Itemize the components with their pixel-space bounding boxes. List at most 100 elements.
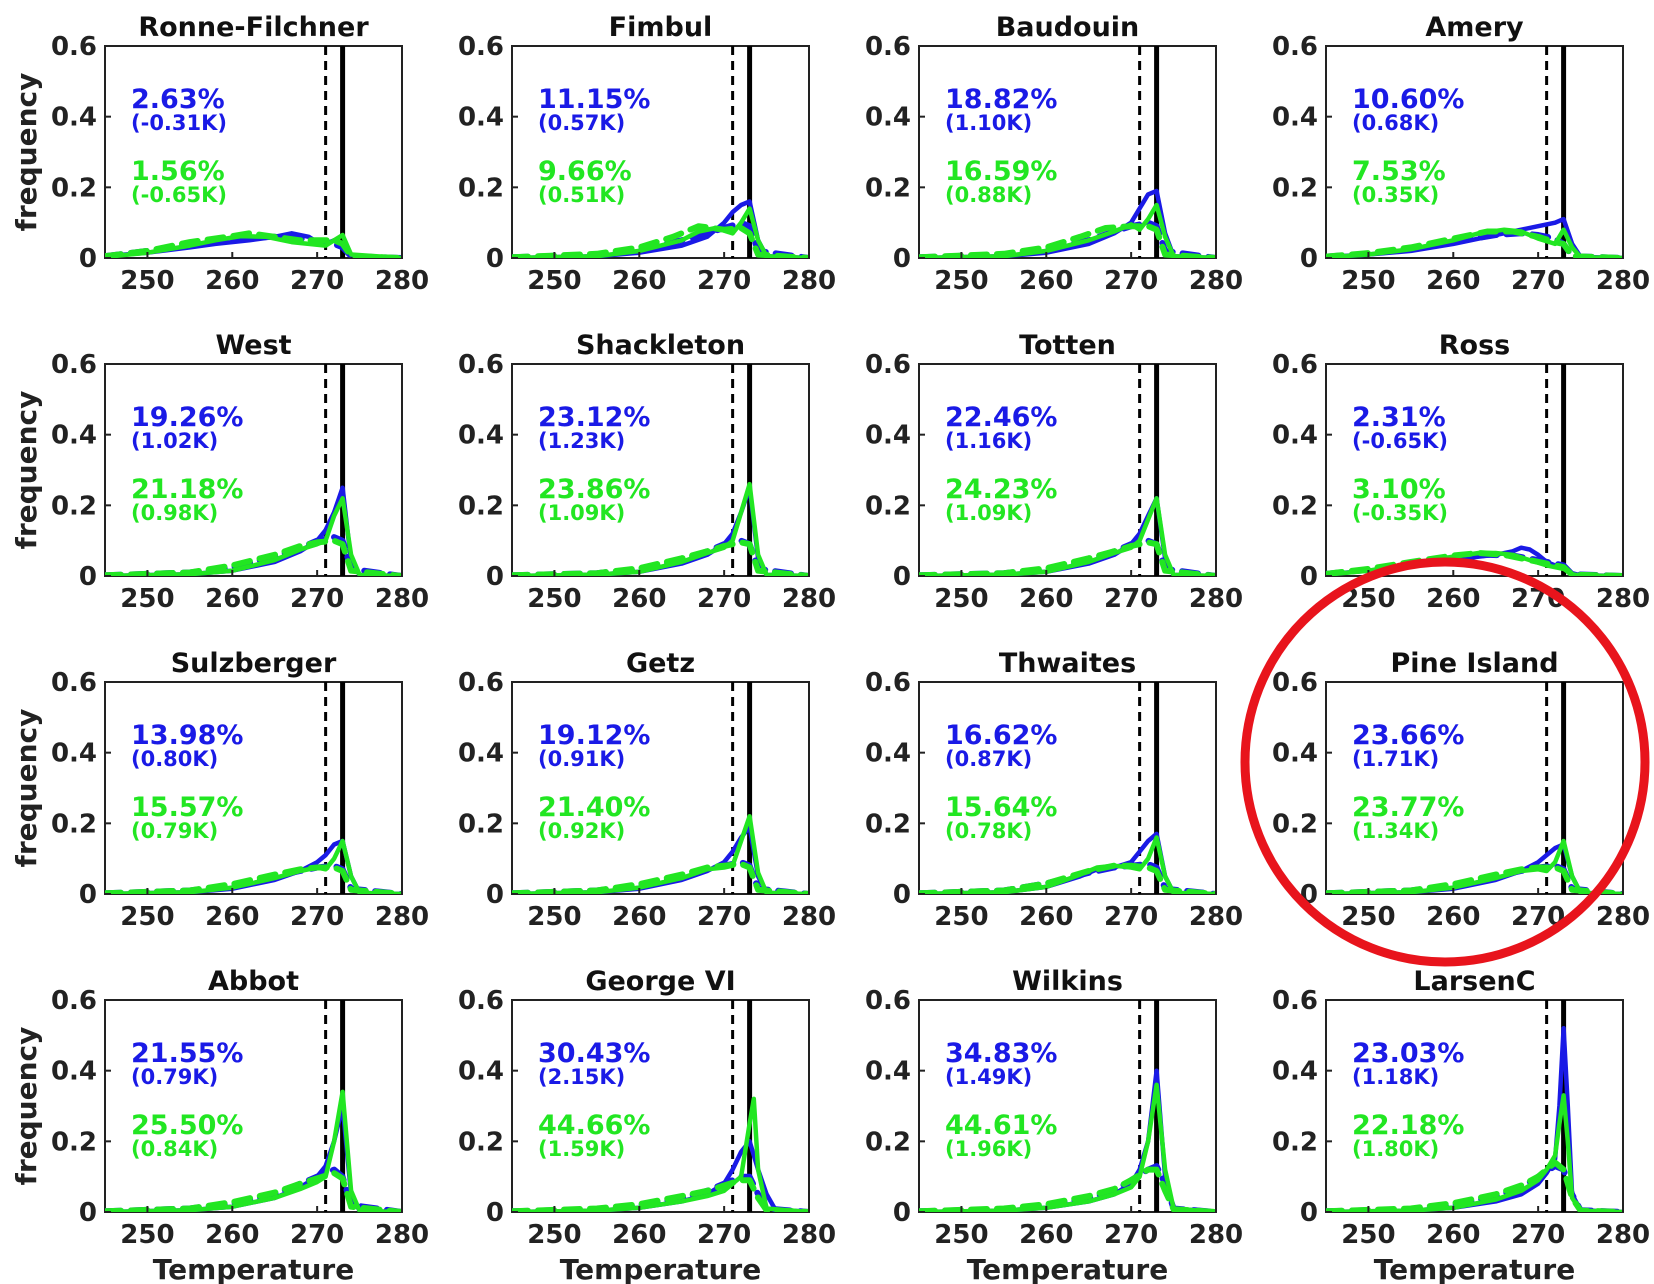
green-delta: (1.80K)	[1352, 1137, 1439, 1161]
y-tick-label: 0	[893, 1198, 911, 1228]
plot-frame	[918, 363, 1217, 577]
x-tick-label: 280	[1596, 584, 1650, 614]
x-tick-label: 260	[1019, 1220, 1073, 1250]
y-tick-label: 0	[893, 244, 911, 274]
y-tick-label: 0	[486, 1198, 504, 1228]
blue-percentage: 34.83%	[945, 1038, 1057, 1069]
x-axis-label: Temperature	[560, 1253, 761, 1284]
curves	[1326, 838, 1623, 894]
y-tick-label: 0	[79, 1198, 97, 1228]
blue-delta: (0.80K)	[131, 747, 218, 771]
curves	[105, 838, 402, 894]
green-delta: (1.59K)	[538, 1137, 625, 1161]
x-tick-label: 260	[612, 1220, 666, 1250]
y-tick-label: 0.4	[1272, 739, 1318, 769]
y-tick-label: 0.4	[1272, 421, 1318, 451]
blue-percentage: 16.62%	[945, 720, 1057, 751]
series-green-dashed	[105, 1170, 402, 1212]
y-tick-label: 0.4	[51, 739, 97, 769]
blue-delta: (1.71K)	[1352, 747, 1439, 771]
x-tick-label: 260	[612, 584, 666, 614]
x-tick-label: 280	[1596, 902, 1650, 932]
green-percentage: 21.18%	[131, 474, 243, 505]
series-green-dashed	[919, 539, 1216, 576]
panel-title: West	[215, 330, 291, 361]
panel-title: Sulzberger	[171, 648, 337, 679]
blue-delta: (1.10K)	[945, 111, 1032, 135]
y-axis-label: frequency	[10, 73, 43, 232]
panel-west: West 0 0.2 0.4 0.6 250 260 270 280 19.26%(1.02K) 2…	[10, 330, 429, 614]
panel-getz: Getz 0 0.2 0.4 0.6 250 260 270 280 19.12%(0.91K) 2…	[458, 648, 836, 932]
curves	[1326, 216, 1623, 258]
panel-title: Pine Island	[1390, 648, 1558, 679]
blue-percentage: 23.12%	[538, 402, 650, 433]
y-tick-label: 0.2	[51, 809, 97, 839]
panel-title: George VI	[585, 966, 735, 997]
x-tick-label: 270	[697, 1220, 751, 1250]
y-tick-label: 0.4	[458, 739, 504, 769]
x-tick-label: 270	[1511, 266, 1565, 296]
x-tick-label: 270	[1104, 1220, 1158, 1250]
series-green-dashed	[919, 1166, 1216, 1212]
green-percentage: 23.86%	[538, 474, 650, 505]
x-tick-label: 250	[934, 584, 988, 614]
y-tick-label: 0	[79, 244, 97, 274]
curves	[512, 481, 809, 576]
panel-title: Fimbul	[609, 12, 713, 43]
y-tick-label: 0.2	[865, 173, 911, 203]
y-tick-label: 0	[1300, 244, 1318, 274]
green-delta: (1.96K)	[945, 1137, 1032, 1161]
y-tick-label: 0.4	[865, 1057, 911, 1087]
y-tick-label: 0.4	[1272, 1057, 1318, 1087]
panel-wilkins: Wilkins 0 0.2 0.4 0.6 250 260 270 280 34.83%(1.49…	[865, 966, 1243, 1284]
y-tick-label: 0.6	[865, 350, 911, 380]
x-tick-label: 260	[1019, 902, 1073, 932]
curves	[919, 496, 1216, 576]
y-tick-label: 0.4	[51, 421, 97, 451]
series-green-dashed	[919, 862, 1216, 894]
y-tick-label: 0	[486, 880, 504, 910]
x-tick-label: 260	[205, 1220, 259, 1250]
panel-amery: Amery 0 0.2 0.4 0.6 250 260 270 280 10.60%(0.68K)…	[1272, 12, 1650, 296]
x-tick-label: 280	[782, 266, 836, 296]
x-tick-label: 260	[205, 584, 259, 614]
plot-frame	[918, 45, 1217, 259]
series-green-dashed	[512, 1177, 809, 1212]
x-tick-label: 250	[120, 266, 174, 296]
curves	[512, 199, 809, 258]
green-percentage: 44.61%	[945, 1110, 1057, 1141]
y-tick-label: 0.2	[865, 491, 911, 521]
y-tick-label: 0.4	[458, 421, 504, 451]
y-tick-label: 0.2	[1272, 809, 1318, 839]
curves	[105, 230, 402, 258]
plot-frame	[1325, 363, 1624, 577]
x-axis-label: Temperature	[153, 1253, 354, 1284]
green-delta: (1.34K)	[1352, 819, 1439, 843]
blue-percentage: 19.12%	[538, 720, 650, 751]
x-tick-label: 270	[697, 902, 751, 932]
x-tick-label: 270	[697, 584, 751, 614]
x-tick-label: 260	[612, 266, 666, 296]
y-tick-label: 0.6	[51, 986, 97, 1016]
x-tick-label: 260	[1426, 584, 1480, 614]
green-percentage: 1.56%	[131, 156, 225, 187]
curves	[512, 814, 809, 894]
y-tick-label: 0.6	[458, 986, 504, 1016]
series-green-dashed	[105, 537, 402, 576]
y-tick-label: 0.2	[1272, 491, 1318, 521]
panel-larsenc: LarsenC 0 0.2 0.4 0.6 250 260 270 280 23.03%(1.18…	[1272, 966, 1650, 1284]
x-tick-label: 250	[1341, 1220, 1395, 1250]
y-tick-label: 0.2	[1272, 173, 1318, 203]
green-delta: (0.98K)	[131, 501, 218, 525]
y-tick-label: 0	[893, 562, 911, 592]
x-tick-label: 260	[1019, 266, 1073, 296]
blue-delta: (-0.65K)	[1352, 429, 1448, 453]
green-percentage: 22.18%	[1352, 1110, 1464, 1141]
y-tick-label: 0.2	[51, 173, 97, 203]
panel-title: Ross	[1439, 330, 1510, 361]
plot-frame	[1325, 999, 1624, 1213]
y-tick-label: 0.6	[51, 350, 97, 380]
y-axis-label: frequency	[10, 1027, 43, 1186]
plot-frame	[511, 363, 810, 577]
